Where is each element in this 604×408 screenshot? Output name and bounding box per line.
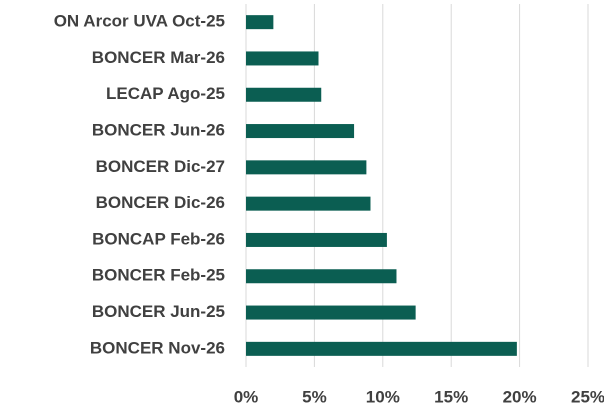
x-tick-label: 15% xyxy=(434,387,468,406)
x-tick-label: 25% xyxy=(571,387,604,406)
bar xyxy=(246,51,319,66)
x-tick-label: 10% xyxy=(366,387,400,406)
bar xyxy=(246,15,274,30)
bar xyxy=(246,196,371,211)
x-tick-label: 5% xyxy=(302,387,327,406)
y-tick-label: BONCER Nov-26 xyxy=(90,338,225,357)
bar xyxy=(246,232,387,247)
y-tick-label: LECAP Ago-25 xyxy=(106,84,225,103)
y-tick-label: BONCAP Feb-26 xyxy=(92,229,225,248)
bar xyxy=(246,305,416,320)
x-tick-label: 20% xyxy=(503,387,537,406)
bar xyxy=(246,269,397,284)
y-tick-label: BONCER Dic-27 xyxy=(96,157,225,176)
y-tick-label: BONCER Dic-26 xyxy=(96,193,225,212)
y-tick-label: ON Arcor UVA Oct-25 xyxy=(54,12,225,31)
y-tick-label: BONCER Feb-25 xyxy=(92,266,225,285)
bar xyxy=(246,160,367,175)
y-tick-label: BONCER Jun-26 xyxy=(92,121,225,140)
bar xyxy=(246,124,355,139)
bar xyxy=(246,87,322,102)
y-tick-label: BONCER Mar-26 xyxy=(92,48,225,67)
x-tick-label: 0% xyxy=(234,387,259,406)
bar xyxy=(246,341,517,356)
y-tick-label: BONCER Jun-25 xyxy=(92,302,225,321)
